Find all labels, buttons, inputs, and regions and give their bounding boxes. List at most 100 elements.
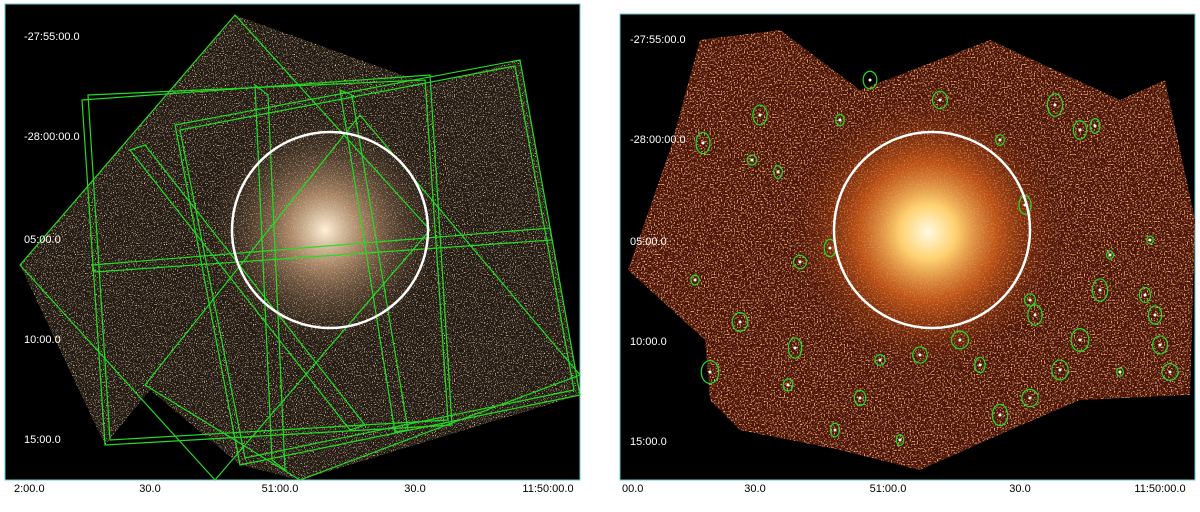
source-ellipse — [853, 389, 867, 407]
source-ellipse — [731, 311, 749, 333]
source-ellipse — [746, 154, 758, 166]
x-axis-label: 30.0 — [744, 483, 765, 495]
source-point — [833, 428, 837, 432]
source-ellipse — [1070, 328, 1090, 352]
y-axis-label: 10:00.0 — [630, 336, 667, 348]
y-axis-label: -28:00:00.0 — [24, 131, 80, 143]
source-ellipse — [1023, 293, 1037, 307]
source-point — [958, 338, 962, 342]
source-ellipse — [695, 131, 711, 155]
source-point — [786, 383, 790, 387]
x-axis-label: 2:00.0 — [14, 483, 45, 495]
source-ellipse — [1146, 235, 1154, 245]
y-axis-label: 05:00.0 — [24, 234, 61, 246]
source-point — [1098, 288, 1102, 292]
source-point — [918, 353, 922, 357]
source-ellipse — [991, 403, 1009, 427]
source-ellipse — [1027, 304, 1043, 326]
source-ellipse — [1138, 286, 1152, 304]
source-point — [898, 438, 902, 442]
x-axis-label: 11:50:00.0 — [1134, 483, 1185, 495]
source-point — [750, 158, 754, 162]
source-ellipse — [974, 356, 986, 374]
source-point — [1118, 370, 1122, 374]
source-point — [878, 358, 882, 362]
source-ellipse — [912, 346, 928, 364]
pointing-footprints — [19, 14, 582, 481]
source-point — [1053, 103, 1057, 107]
y-axis-label: 05:00.0 — [630, 236, 667, 248]
source-point — [776, 170, 780, 174]
source-ellipse — [690, 274, 700, 286]
source-point — [858, 396, 862, 400]
y-axis-label: 15:00.0 — [630, 436, 667, 448]
source-ellipse — [895, 433, 905, 447]
source-point — [1148, 238, 1152, 242]
source-point — [1168, 370, 1172, 374]
x-axis-label: 00.0 — [622, 483, 643, 495]
source-ellipse — [931, 90, 949, 110]
source-ellipse — [862, 70, 878, 90]
source-point — [798, 260, 802, 264]
source-ellipse — [792, 254, 808, 270]
source-point — [1143, 293, 1147, 297]
source-ellipse — [773, 165, 783, 179]
y-axis-label: -27:55:00.0 — [630, 34, 686, 46]
source-point — [758, 113, 762, 117]
source-point — [738, 320, 742, 324]
source-point — [828, 246, 832, 250]
source-point — [693, 278, 697, 282]
y-axis-label: -27:55:00.0 — [24, 31, 80, 43]
source-point — [1158, 343, 1162, 347]
y-axis-label: -28:00:00.0 — [630, 134, 686, 146]
source-point — [868, 78, 872, 82]
source-point — [1078, 128, 1082, 132]
region-circle — [230, 130, 430, 330]
source-ellipse — [1091, 278, 1109, 302]
source-ellipse — [787, 337, 803, 359]
source-point — [1078, 338, 1082, 342]
source-ellipse — [835, 113, 845, 127]
source-ellipse — [995, 134, 1005, 146]
source-point — [1093, 124, 1097, 128]
source-ellipse — [950, 330, 970, 350]
source-point — [998, 413, 1002, 417]
x-axis-label: 30.0 — [139, 483, 160, 495]
source-point — [1028, 298, 1032, 302]
source-ellipse — [1021, 388, 1039, 408]
source-ellipse — [1089, 118, 1101, 134]
source-point — [701, 141, 705, 145]
x-axis-label: 11:50:00.0 — [522, 483, 573, 495]
xray-image — [628, 30, 1195, 470]
source-ellipse — [1147, 305, 1163, 325]
x-axis-label: 30.0 — [404, 483, 425, 495]
source-ellipse — [1116, 367, 1124, 377]
source-ellipse — [1046, 93, 1064, 117]
source-point — [1028, 396, 1032, 400]
source-ellipse — [1151, 335, 1169, 355]
source-point — [1153, 313, 1157, 317]
y-axis-label: 10:00.0 — [24, 334, 61, 346]
source-ellipse — [782, 378, 794, 392]
source-ellipse — [700, 359, 720, 385]
source-ellipse — [1051, 359, 1069, 381]
source-ellipse — [829, 422, 841, 438]
source-point — [793, 346, 797, 350]
source-ellipse — [874, 354, 886, 366]
y-axis-label: 15:00.0 — [24, 434, 61, 446]
source-ellipse — [1161, 363, 1179, 381]
source-point — [1033, 313, 1037, 317]
source-point — [978, 363, 982, 367]
x-axis-label: 51:00.0 — [262, 483, 299, 495]
source-point — [1108, 253, 1112, 257]
source-point — [1058, 368, 1062, 372]
source-point — [998, 138, 1002, 142]
source-point — [708, 370, 712, 374]
x-axis-label: 51:00.0 — [870, 483, 907, 495]
source-point — [938, 98, 942, 102]
region-circle — [832, 130, 1032, 330]
source-point — [838, 118, 842, 122]
source-ellipse — [1105, 250, 1115, 260]
